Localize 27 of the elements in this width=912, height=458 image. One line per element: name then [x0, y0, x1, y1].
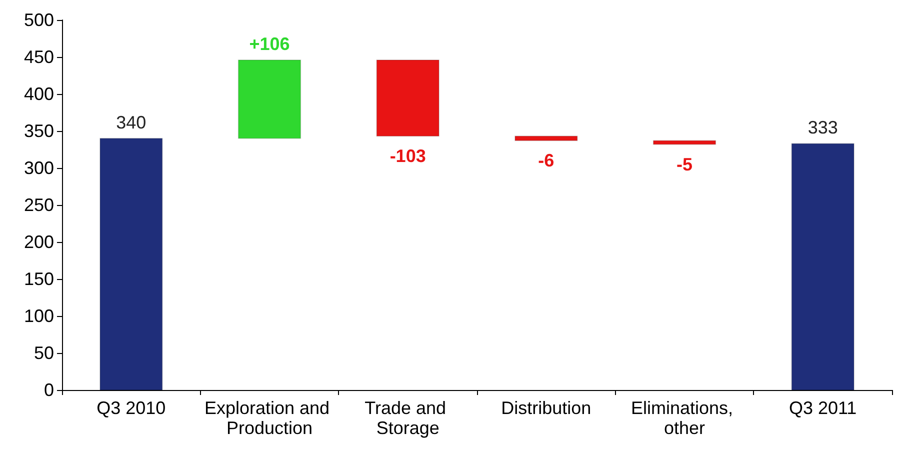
- bar: [238, 59, 302, 139]
- y-tick-label: 100: [24, 306, 54, 326]
- x-tick-label: Q3 2010: [96, 398, 166, 418]
- y-tick-label: 300: [24, 158, 54, 178]
- y-tick-label: 200: [24, 232, 54, 252]
- bar: [652, 140, 716, 145]
- x-tick-label: Exploration and Production: [204, 398, 335, 438]
- data-label: 340: [116, 112, 146, 132]
- y-tick-label: 450: [24, 47, 54, 67]
- x-tick-label: Trade and Storage: [364, 398, 452, 438]
- data-label: +106: [249, 34, 290, 54]
- y-tick-label: 350: [24, 121, 54, 141]
- x-tick-label: Distribution: [501, 398, 592, 418]
- y-tick-label: 250: [24, 195, 54, 215]
- y-tick-label: 50: [34, 343, 54, 363]
- x-tick-label: Q3 2011: [788, 398, 857, 418]
- x-tick-label: Eliminations, other: [630, 398, 738, 438]
- data-label: -103: [390, 146, 426, 166]
- data-label: -6: [538, 150, 554, 171]
- bar: [376, 59, 440, 137]
- y-tick-label: 150: [24, 269, 54, 289]
- y-tick-label: 500: [24, 10, 54, 30]
- data-label: -5: [676, 154, 693, 174]
- data-label: 333: [808, 118, 838, 138]
- bar: [514, 136, 578, 142]
- y-tick-label: 0: [44, 380, 54, 400]
- y-tick-label: 400: [24, 84, 54, 104]
